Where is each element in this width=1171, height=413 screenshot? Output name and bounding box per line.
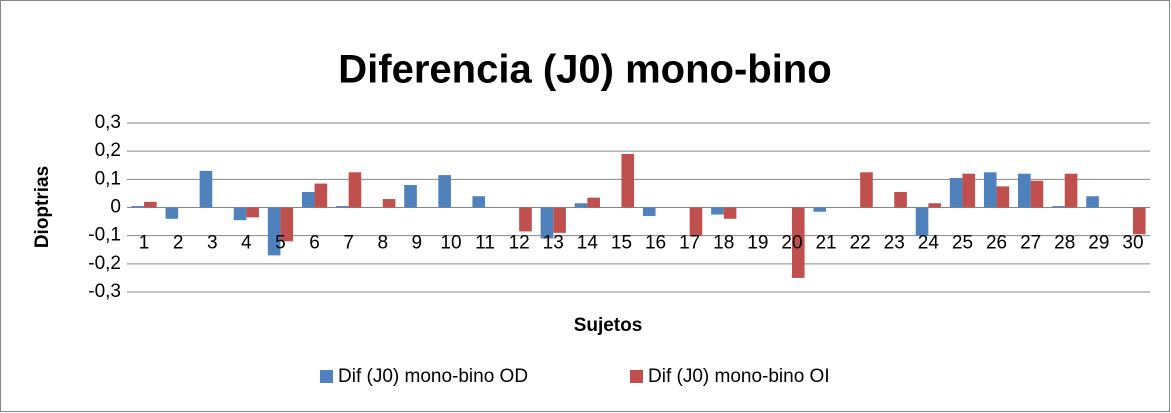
y-tick-label: 0,1 <box>95 168 121 189</box>
y-tick-label: 0 <box>110 197 121 218</box>
bar <box>301 192 315 208</box>
bar <box>574 203 588 208</box>
x-tick-label: 26 <box>986 233 1007 254</box>
x-axis-title: Sujetos <box>574 315 643 336</box>
bar <box>540 207 554 239</box>
bar <box>348 172 362 208</box>
bar <box>928 203 941 208</box>
bar <box>791 207 805 278</box>
x-tick-label: 20 <box>781 233 802 254</box>
y-tick-label: -0,1 <box>88 225 121 246</box>
chart-title: Diferencia (J0) mono-bino <box>338 48 831 92</box>
bar <box>813 207 827 212</box>
bar <box>233 207 247 221</box>
x-tick-label: 12 <box>509 233 530 254</box>
x-tick-label: 1 <box>139 233 150 254</box>
x-tick-label: 13 <box>543 233 564 254</box>
x-tick-label: 16 <box>645 233 666 254</box>
x-tick-label: 5 <box>275 233 286 254</box>
bar <box>438 175 451 208</box>
bar <box>949 177 963 208</box>
x-tick-label: 2 <box>173 233 184 254</box>
bar <box>382 199 396 208</box>
bar <box>587 197 600 208</box>
x-tick-label: 4 <box>241 233 252 254</box>
x-tick-label: 27 <box>1020 233 1041 254</box>
y-tick-label: 0,2 <box>95 140 121 161</box>
x-tick-label: 29 <box>1088 233 1109 254</box>
bar <box>860 172 873 208</box>
x-tick-label: 23 <box>884 233 905 254</box>
bar <box>1064 173 1078 208</box>
x-tick-label: 6 <box>309 233 320 254</box>
legend-label: Dif (J0) mono-bino OD <box>338 366 528 387</box>
bar <box>1030 180 1044 208</box>
bar <box>165 207 179 219</box>
bar <box>983 172 997 208</box>
x-tick-label: 22 <box>850 233 871 254</box>
bar <box>280 207 294 242</box>
bar <box>314 183 328 208</box>
bar <box>962 173 976 208</box>
x-tick-label: 18 <box>713 233 734 254</box>
x-tick-label: 19 <box>747 233 768 254</box>
x-tick-label: 10 <box>440 233 461 254</box>
bar <box>472 196 486 208</box>
y-tick-label: -0,2 <box>88 253 121 274</box>
bar <box>144 201 157 208</box>
bar <box>199 170 213 208</box>
x-tick-label: 21 <box>815 233 836 254</box>
legend-swatch <box>630 370 643 383</box>
legend-swatch <box>320 370 333 383</box>
x-tick-label: 17 <box>679 233 700 254</box>
x-tick-label: 3 <box>207 233 218 254</box>
y-axis-title: Dioptrias <box>32 166 53 248</box>
bar <box>1018 173 1031 208</box>
bar <box>1132 207 1146 235</box>
legend-label: Dif (J0) mono-bino OI <box>648 366 830 387</box>
bar <box>894 192 907 208</box>
x-tick-label: 7 <box>343 233 354 254</box>
x-tick-label: 30 <box>1122 233 1143 254</box>
bar <box>519 207 532 232</box>
bar <box>711 207 724 215</box>
x-tick-label: 24 <box>918 233 940 254</box>
x-tick-label: 28 <box>1054 233 1075 254</box>
bar <box>996 186 1010 208</box>
bar <box>336 206 349 208</box>
x-tick-label: 8 <box>377 233 388 254</box>
bar <box>642 207 656 216</box>
x-tick-label: 25 <box>952 233 973 254</box>
x-tick-label: 11 <box>475 233 495 254</box>
bar <box>915 207 929 236</box>
bar <box>267 207 281 256</box>
bar <box>1086 196 1099 208</box>
bar <box>689 207 703 236</box>
y-tick-label: 0,3 <box>95 112 121 133</box>
bar <box>723 207 737 219</box>
bar <box>404 184 417 208</box>
x-tick-label: 14 <box>577 233 599 254</box>
bar <box>553 207 566 233</box>
bar <box>621 153 635 208</box>
bar <box>1052 206 1065 208</box>
x-tick-label: 9 <box>412 233 423 254</box>
x-tick-label: 15 <box>611 233 632 254</box>
bar <box>131 206 145 208</box>
y-tick-label: -0,3 <box>88 281 121 302</box>
bar <box>246 207 259 218</box>
